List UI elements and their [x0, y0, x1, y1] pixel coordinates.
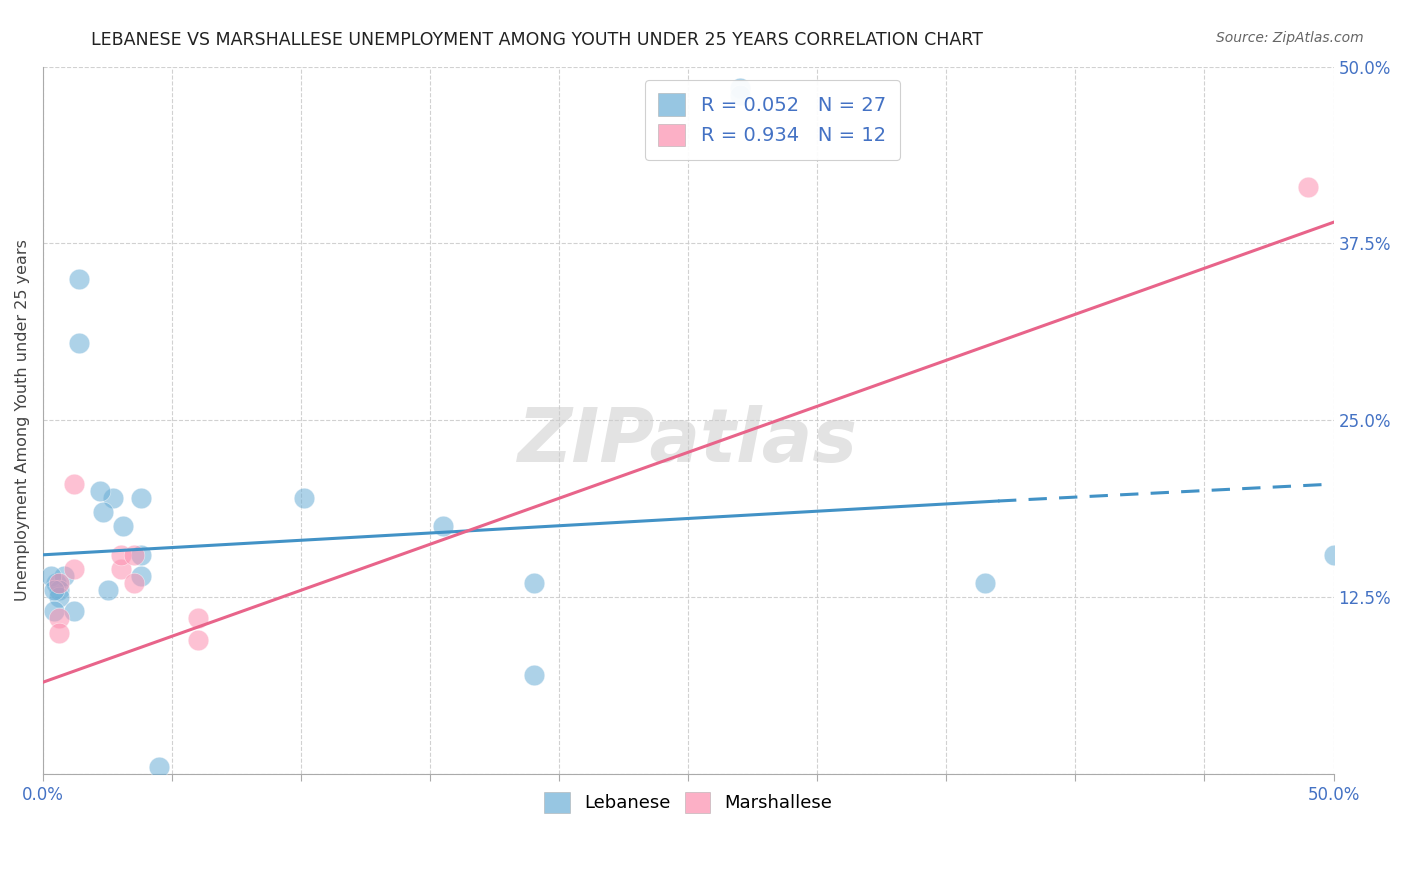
Point	[122, 548, 145, 562]
Point	[432, 519, 454, 533]
Point	[67, 272, 90, 286]
Point	[110, 562, 132, 576]
Point	[42, 583, 65, 598]
Point	[112, 519, 135, 533]
Point	[728, 87, 751, 102]
Point	[48, 625, 70, 640]
Point	[522, 668, 544, 682]
Point	[292, 491, 315, 506]
Point	[728, 80, 751, 95]
Point	[48, 576, 70, 591]
Point	[63, 604, 86, 618]
Point	[67, 335, 90, 350]
Point	[1322, 548, 1344, 562]
Point	[187, 632, 209, 647]
Point	[110, 548, 132, 562]
Point	[45, 576, 67, 591]
Point	[48, 591, 70, 605]
Y-axis label: Unemployment Among Youth under 25 years: Unemployment Among Youth under 25 years	[15, 239, 30, 601]
Legend: Lebanese, Marshallese: Lebanese, Marshallese	[531, 779, 845, 825]
Point	[129, 491, 152, 506]
Point	[48, 583, 70, 598]
Point	[522, 576, 544, 591]
Text: ZIPatlas: ZIPatlas	[519, 405, 858, 478]
Text: Source: ZipAtlas.com: Source: ZipAtlas.com	[1216, 31, 1364, 45]
Point	[97, 583, 120, 598]
Point	[39, 569, 62, 583]
Point	[63, 477, 86, 491]
Point	[91, 505, 114, 519]
Point	[122, 576, 145, 591]
Point	[1296, 180, 1319, 194]
Point	[101, 491, 124, 506]
Point	[187, 611, 209, 625]
Point	[48, 611, 70, 625]
Point	[52, 569, 75, 583]
Text: LEBANESE VS MARSHALLESE UNEMPLOYMENT AMONG YOUTH UNDER 25 YEARS CORRELATION CHAR: LEBANESE VS MARSHALLESE UNEMPLOYMENT AMO…	[91, 31, 983, 49]
Point	[129, 569, 152, 583]
Point	[63, 562, 86, 576]
Point	[42, 604, 65, 618]
Point	[148, 760, 170, 774]
Point	[89, 484, 111, 499]
Point	[129, 548, 152, 562]
Point	[974, 576, 997, 591]
